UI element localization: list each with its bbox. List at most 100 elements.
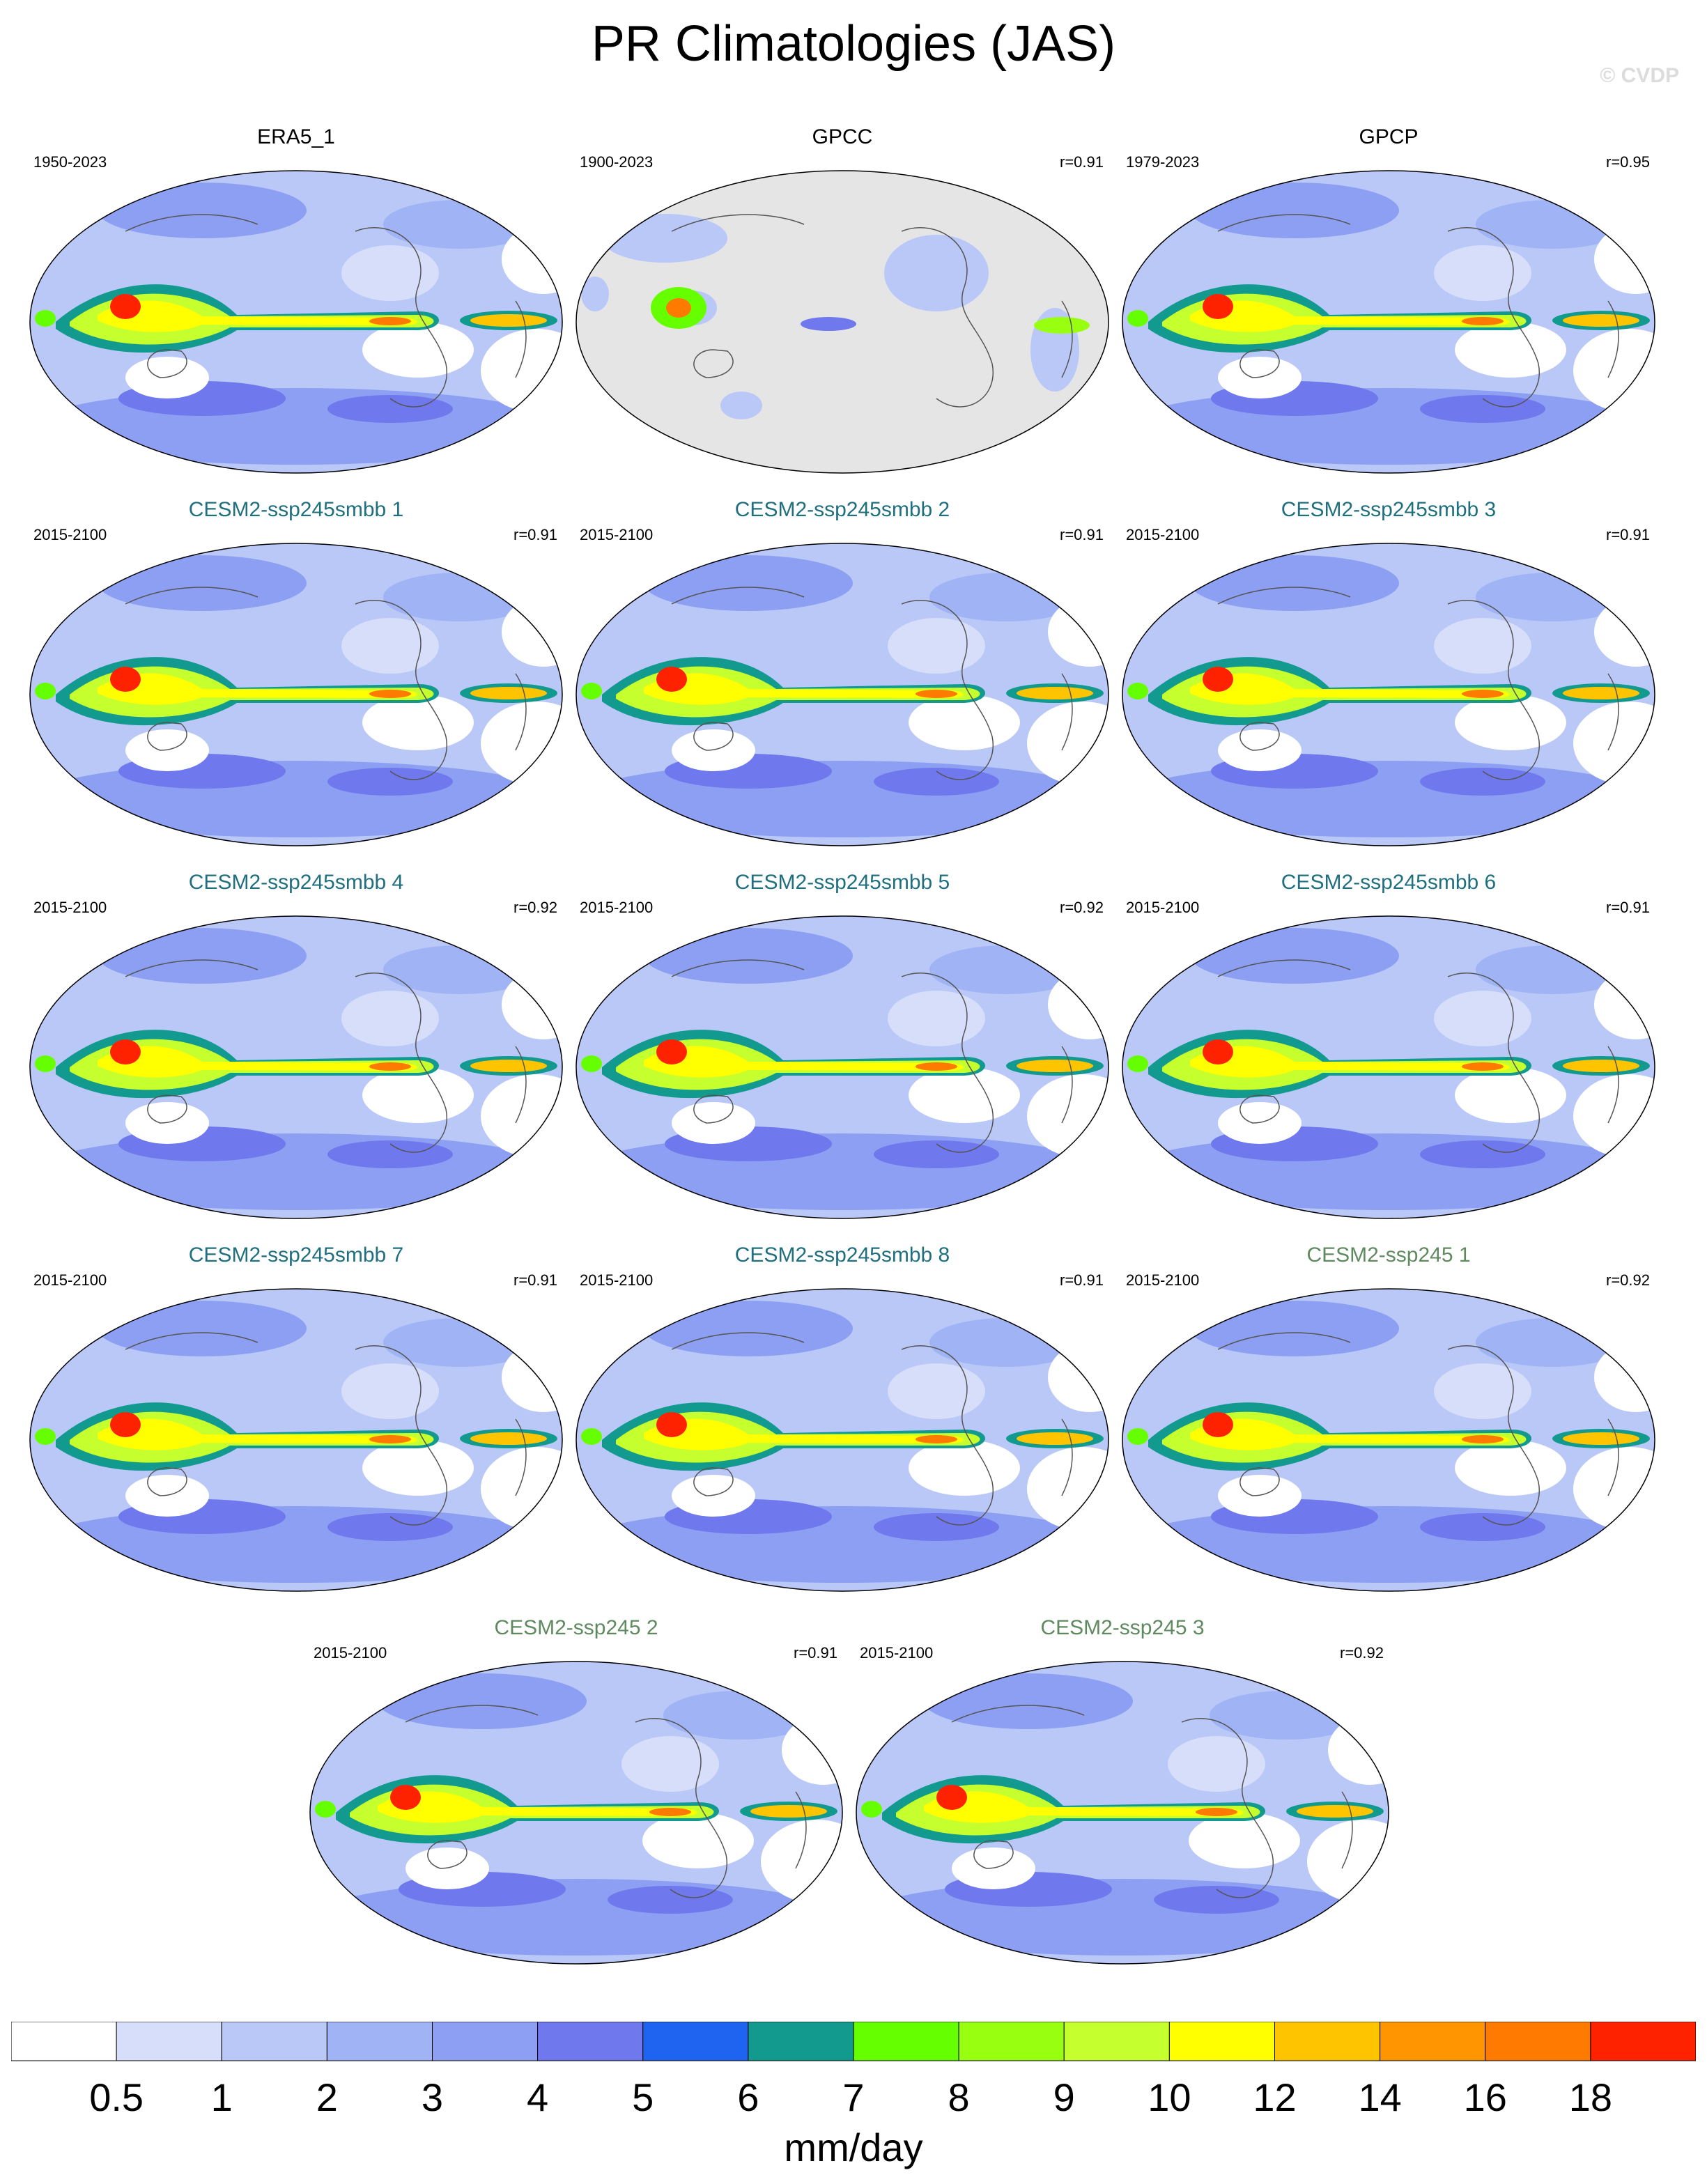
- panel-title: CESM2-ssp245smbb 4: [188, 871, 404, 894]
- panel-correlation: r=0.91: [1606, 526, 1650, 543]
- colorbar-bin: [642, 2022, 749, 2061]
- figure-title: PR Climatologies (JAS): [591, 16, 1116, 72]
- panel-years: 2015-2100: [33, 1271, 107, 1289]
- colorbar-tick-label: 1: [210, 2075, 233, 2119]
- colorbar-bin: [11, 2022, 117, 2061]
- colorbar-tick-label: 16: [1463, 2075, 1507, 2119]
- panel-years: 2015-2100: [580, 526, 654, 543]
- colorbar-tick-label: 8: [948, 2075, 970, 2119]
- colorbar-bin: [1063, 2022, 1170, 2061]
- panel-correlation: r=0.92: [513, 899, 557, 916]
- map-panel: CESM2-ssp245smbb 1 2015-2100 r=0.91: [28, 498, 564, 846]
- colorbar-tick-label: 12: [1253, 2075, 1297, 2119]
- map-panel: CESM2-ssp245 3 2015-2100 r=0.92: [854, 1616, 1391, 1965]
- panel-title: CESM2-ssp245smbb 7: [188, 1244, 404, 1267]
- precip-map: [29, 170, 563, 474]
- colorbar-tick-label: 10: [1148, 2075, 1191, 2119]
- precip-map: [576, 1288, 1109, 1592]
- panel-years: 2015-2100: [860, 1644, 934, 1662]
- precip-map: [1122, 915, 1655, 1219]
- map-panel: CESM2-ssp245 2 2015-2100 r=0.91: [308, 1616, 844, 1965]
- colorbar-tick-label: 18: [1568, 2075, 1613, 2119]
- panel-title: CESM2-ssp245 1: [1306, 1244, 1471, 1267]
- map-panel: CESM2-ssp245 1 2015-2100 r=0.92: [1120, 1244, 1657, 1592]
- panel-correlation: r=0.91: [1606, 899, 1650, 916]
- panel-years: 2015-2100: [580, 1271, 654, 1289]
- map-panel: CESM2-ssp245smbb 8 2015-2100 r=0.91: [574, 1244, 1111, 1592]
- panel-title: CESM2-ssp245smbb 8: [734, 1244, 950, 1267]
- colorbar-bin: [853, 2022, 959, 2061]
- panel-correlation: r=0.91: [513, 1271, 557, 1289]
- map-panel: CESM2-ssp245smbb 4 2015-2100 r=0.92: [28, 871, 564, 1219]
- precip-map: [1122, 1288, 1655, 1592]
- map-panel: CESM2-ssp245smbb 5 2015-2100 r=0.92: [574, 871, 1111, 1219]
- panel-years: 1900-2023: [580, 153, 654, 171]
- panel-years: 1950-2023: [33, 153, 107, 171]
- panel-title: GPCC: [812, 125, 873, 148]
- precip-map: [29, 915, 563, 1219]
- map-panel: CESM2-ssp245smbb 3 2015-2100 r=0.91: [1120, 498, 1657, 846]
- colorbar-bin: [116, 2022, 222, 2061]
- precip-map: [576, 170, 1109, 474]
- colorbar-tick-label: 14: [1358, 2075, 1402, 2119]
- panel-title: ERA5_1: [257, 125, 335, 148]
- colorbar-bin: [1485, 2022, 1591, 2061]
- colorbar-tick-label: 7: [842, 2075, 865, 2119]
- panel-years: 2015-2100: [1126, 899, 1200, 916]
- panel-title: CESM2-ssp245smbb 1: [188, 498, 404, 521]
- panel-title: CESM2-ssp245 2: [494, 1616, 658, 1639]
- precip-map: [576, 915, 1109, 1219]
- colorbar-tick-label: 4: [527, 2075, 549, 2119]
- colorbar-tick-label: 3: [421, 2075, 444, 2119]
- precip-map: [1122, 543, 1655, 846]
- precip-map: [29, 1288, 563, 1592]
- colorbar-bin: [221, 2022, 327, 2061]
- precip-map: [309, 1661, 843, 1965]
- precip-map: [576, 543, 1109, 846]
- colorbar-tick-labels: 0.5 1 2 3 4 5 6 7 8 9 10 12 14 16 18: [0, 2075, 1707, 2123]
- colorbar-tick-label: 0.5: [89, 2075, 144, 2119]
- colorbar-bin: [748, 2022, 854, 2061]
- panel-title: CESM2-ssp245smbb 6: [1281, 871, 1497, 894]
- map-panel: CESM2-ssp245smbb 2 2015-2100 r=0.91: [574, 498, 1111, 846]
- colorbar-tick-label: 5: [632, 2075, 654, 2119]
- panel-correlation: r=0.91: [794, 1644, 837, 1662]
- panel-years: 2015-2100: [1126, 1271, 1200, 1289]
- panel-correlation: r=0.92: [1606, 1271, 1650, 1289]
- panel-title: CESM2-ssp245smbb 5: [734, 871, 950, 894]
- panel-correlation: r=0.92: [1060, 899, 1104, 916]
- colorbar-tick-label: 6: [737, 2075, 759, 2119]
- map-panel: GPCP 1979-2023 r=0.95: [1120, 125, 1657, 474]
- precip-map: [1122, 170, 1655, 474]
- panel-correlation: r=0.91: [513, 526, 557, 543]
- panel-title: CESM2-ssp245 3: [1040, 1616, 1205, 1639]
- cvdp-watermark: © CVDP: [1600, 64, 1679, 87]
- map-panel: GPCC 1900-2023 r=0.91: [574, 125, 1111, 474]
- colorbar-bin: [1274, 2022, 1381, 2061]
- colorbar-bin: [326, 2022, 433, 2061]
- panel-years: 1979-2023: [1126, 153, 1200, 171]
- colorbar-units: mm/day: [784, 2125, 923, 2169]
- map-panel: CESM2-ssp245smbb 6 2015-2100 r=0.91: [1120, 871, 1657, 1219]
- panel-correlation: r=0.92: [1340, 1644, 1384, 1662]
- panel-years: 2015-2100: [580, 899, 654, 916]
- colorbar-bin: [537, 2022, 644, 2061]
- precip-map: [29, 543, 563, 846]
- panel-title: CESM2-ssp245smbb 3: [1281, 498, 1497, 521]
- panel-title: CESM2-ssp245smbb 2: [734, 498, 950, 521]
- colorbar-tick-label: 9: [1053, 2075, 1075, 2119]
- colorbar-bin: [958, 2022, 1065, 2061]
- panel-correlation: r=0.91: [1060, 1271, 1104, 1289]
- panel-years: 2015-2100: [1126, 526, 1200, 543]
- panel-correlation: r=0.91: [1060, 153, 1104, 171]
- panel-correlation: r=0.91: [1060, 526, 1104, 543]
- precip-map: [856, 1661, 1389, 1965]
- panel-years: 2015-2100: [314, 1644, 387, 1662]
- panel-correlation: r=0.95: [1606, 153, 1650, 171]
- map-panel: CESM2-ssp245smbb 7 2015-2100 r=0.91: [28, 1244, 564, 1592]
- colorbar-bin: [1380, 2022, 1486, 2061]
- colorbar-bin: [1168, 2022, 1275, 2061]
- colorbar: [11, 2022, 1696, 2061]
- map-panel: ERA5_1 1950-2023: [28, 125, 564, 474]
- colorbar-bin: [1590, 2022, 1696, 2061]
